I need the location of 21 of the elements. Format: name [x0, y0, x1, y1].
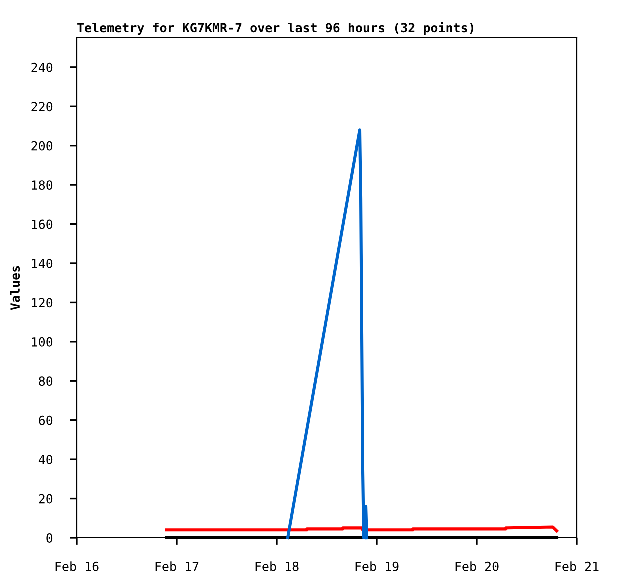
y-tick-label: 160: [32, 220, 53, 230]
x-tick-label: Feb 21: [556, 562, 599, 572]
x-tick-label: Feb 19: [356, 562, 399, 572]
x-tick-label: Feb 16: [56, 562, 99, 572]
y-tick-label: 180: [32, 180, 53, 190]
y-tick-label: 240: [32, 62, 53, 72]
y-tick-label: 120: [32, 298, 53, 308]
x-tick-label: Feb 20: [456, 562, 499, 572]
x-tick-label: Feb 18: [256, 562, 299, 572]
y-tick-label: 200: [32, 141, 53, 151]
y-tick-label: 0: [46, 534, 53, 543]
chart-title: Telemetry for KG7KMR-7 over last 96 hours (32 points): [78, 22, 474, 36]
y-tick-label: 60: [39, 416, 53, 426]
y-tick-label: 40: [38, 455, 53, 465]
y-tick-label: 140: [32, 258, 53, 268]
y-tick-label: 80: [39, 376, 53, 386]
y-axis-title: Values: [10, 266, 20, 310]
y-tick-label: 20: [39, 494, 53, 504]
y-tick-label: 220: [32, 102, 53, 112]
x-tick-label: Feb 17: [156, 562, 199, 572]
y-tick-label: 100: [32, 337, 53, 347]
